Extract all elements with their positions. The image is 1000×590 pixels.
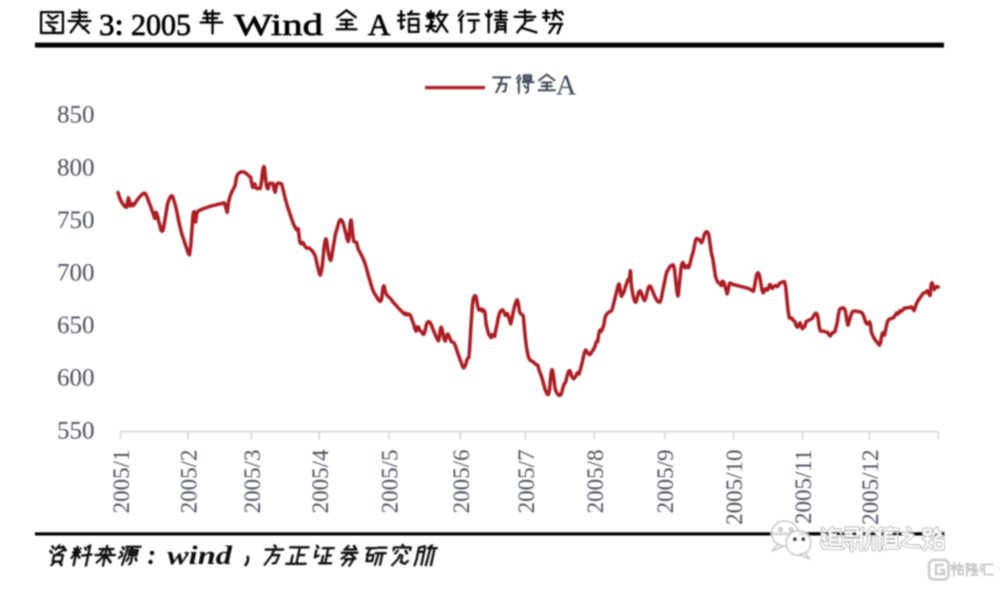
svg-text:550: 550 [57,417,95,444]
svg-text:Wind: Wind [234,7,324,42]
svg-text:3: 3 [99,7,115,42]
svg-text:2005/7: 2005/7 [514,450,539,514]
svg-text:2005/10: 2005/10 [722,450,747,525]
svg-text:850: 850 [57,102,95,129]
svg-text:700: 700 [57,260,95,287]
svg-text:wind: wind [167,541,233,570]
svg-text:2005/5: 2005/5 [378,450,403,514]
svg-text:2005/1: 2005/1 [109,450,134,514]
svg-text:2005/11: 2005/11 [791,450,816,525]
svg-text:2005/2: 2005/2 [177,450,202,514]
svg-text:800: 800 [57,154,95,181]
svg-text:A: A [368,7,391,42]
svg-text:2005/4: 2005/4 [308,449,333,513]
svg-text:A: A [556,71,577,102]
svg-text:2005: 2005 [131,7,191,42]
svg-text:2005/9: 2005/9 [653,450,678,514]
svg-text:2005/3: 2005/3 [240,450,265,514]
svg-text:2005/6: 2005/6 [449,450,474,514]
svg-text:2005/8: 2005/8 [583,450,608,514]
svg-text:650: 650 [57,312,95,339]
svg-text:600: 600 [57,365,95,392]
svg-text:750: 750 [57,207,95,234]
svg-text:2005/12: 2005/12 [858,450,883,525]
